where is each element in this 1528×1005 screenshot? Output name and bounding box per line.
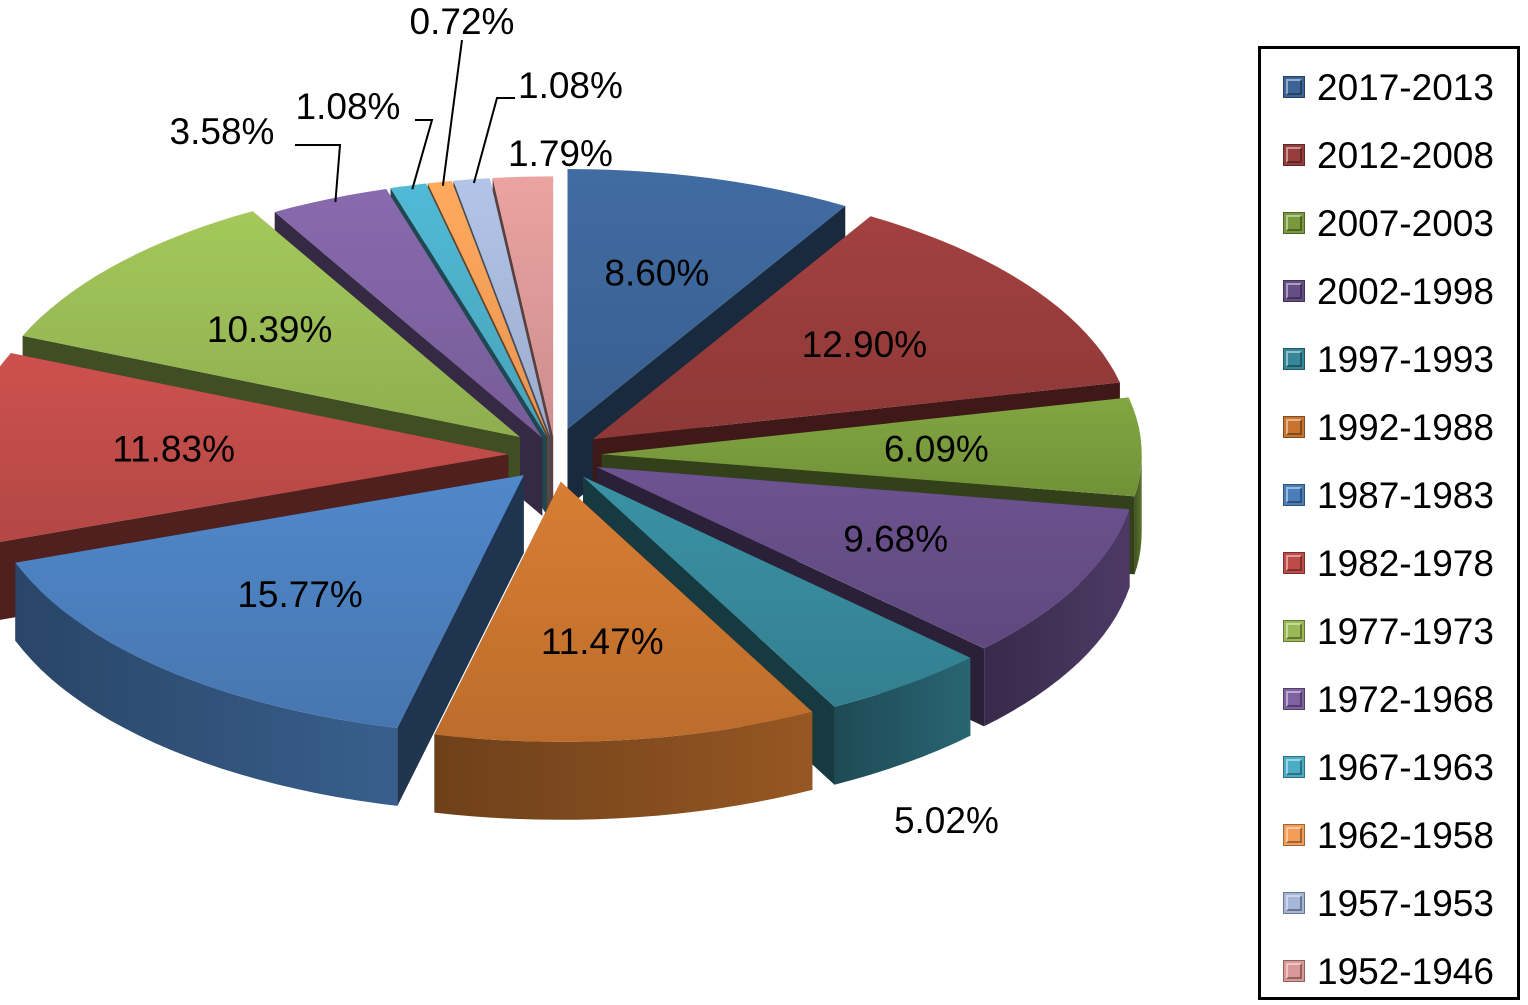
data-label-2012-2008: 12.90% bbox=[802, 324, 928, 365]
leader-line bbox=[472, 97, 515, 184]
data-label-text: 8.60% bbox=[604, 253, 709, 294]
data-label-1987-1983: 15.77% bbox=[237, 574, 363, 615]
legend-swatch bbox=[1283, 892, 1305, 914]
legend-swatch bbox=[1283, 620, 1305, 642]
pie-slice-top bbox=[434, 481, 813, 742]
legend-swatch bbox=[1283, 280, 1305, 302]
pie-slice-1992-1988 bbox=[434, 481, 813, 820]
pie-slice-top bbox=[592, 216, 1120, 440]
pie-slice-top bbox=[15, 475, 524, 728]
pie-slice-edge bbox=[15, 562, 398, 806]
legend-item: 1972-1968 bbox=[1283, 665, 1517, 733]
pie-slice-top bbox=[582, 476, 971, 707]
data-label-text: 12.90% bbox=[802, 324, 928, 365]
pie-slice-top bbox=[274, 189, 543, 438]
legend-swatch bbox=[1283, 688, 1305, 710]
legend-swatch bbox=[1283, 416, 1305, 438]
leader-line bbox=[411, 119, 434, 190]
legend-label: 1982-1978 bbox=[1317, 542, 1494, 584]
pie-chart-svg: 8.60% 12.90% 6.09% 9.68% 5.02% 11.47% 15.77% 11… bbox=[0, 1, 1142, 841]
legend-item: 1992-1988 bbox=[1283, 393, 1517, 461]
pie-slice-edge bbox=[434, 711, 813, 820]
data-label-1952-1946: 1.79% bbox=[508, 133, 613, 174]
legend-swatch bbox=[1283, 960, 1305, 982]
legend-label: 1997-1993 bbox=[1317, 338, 1494, 380]
data-label-1962-1958: 0.72% bbox=[410, 1, 515, 186]
data-label-2007-2003: 6.09% bbox=[884, 429, 989, 470]
legend-swatch bbox=[1283, 552, 1305, 574]
legend-swatch bbox=[1283, 144, 1305, 166]
data-label-1967-1963: 1.08% bbox=[296, 86, 434, 190]
data-label-text: 9.68% bbox=[843, 519, 948, 560]
pie-chart: 8.60% 12.90% 6.09% 9.68% 5.02% 11.47% 15.77% 11… bbox=[0, 1, 1142, 841]
legend-item: 1967-1963 bbox=[1283, 733, 1517, 801]
data-label-text: 1.79% bbox=[508, 133, 613, 174]
data-label-2017-2013: 8.60% bbox=[604, 253, 709, 294]
data-label-text: 11.47% bbox=[541, 621, 664, 662]
legend-item: 2017-2013 bbox=[1283, 53, 1517, 121]
data-label-1992-1988: 11.47% bbox=[541, 621, 664, 662]
legend: 2017-2013 2012-2008 2007-2003 2002-1998 1997… bbox=[1258, 46, 1520, 1000]
legend-swatch bbox=[1283, 76, 1305, 98]
legend-item: 1987-1983 bbox=[1283, 461, 1517, 529]
pie-slice-1987-1983 bbox=[15, 475, 524, 806]
legend-item: 1997-1993 bbox=[1283, 325, 1517, 393]
legend-swatch bbox=[1283, 212, 1305, 234]
legend-item: 1962-1958 bbox=[1283, 801, 1517, 869]
data-label-1977-1973: 10.39% bbox=[207, 309, 333, 350]
data-label-1997-1993: 5.02% bbox=[894, 800, 999, 841]
pie-slice-edge bbox=[1134, 454, 1142, 575]
leader-line bbox=[441, 39, 463, 186]
legend-label: 1957-1953 bbox=[1317, 882, 1494, 924]
legend-item: 1977-1973 bbox=[1283, 597, 1517, 665]
legend-item: 1982-1978 bbox=[1283, 529, 1517, 597]
data-label-text: 15.77% bbox=[237, 574, 363, 615]
legend-swatch bbox=[1283, 348, 1305, 370]
data-label-text: 1.08% bbox=[296, 86, 401, 127]
data-label-text: 6.09% bbox=[884, 429, 989, 470]
data-label-2002-1998: 9.68% bbox=[843, 519, 948, 560]
data-label-1982-1978: 11.83% bbox=[112, 429, 235, 470]
legend-item: 1952-1946 bbox=[1283, 937, 1517, 1005]
legend-item: 2007-2003 bbox=[1283, 189, 1517, 257]
pie-slice-top bbox=[390, 183, 547, 437]
legend-swatch bbox=[1283, 824, 1305, 846]
legend-swatch bbox=[1283, 484, 1305, 506]
data-label-1972-1968: 3.58% bbox=[170, 111, 342, 203]
data-label-text: 11.83% bbox=[112, 429, 235, 470]
pie-slice-top bbox=[22, 211, 521, 438]
leader-line bbox=[295, 144, 342, 203]
legend-label: 1962-1958 bbox=[1317, 814, 1494, 856]
pie-slice-edge bbox=[834, 657, 971, 785]
data-label-1957-1953: 1.08% bbox=[472, 65, 623, 184]
pie-slice-top bbox=[567, 169, 846, 429]
data-label-text: 0.72% bbox=[410, 1, 515, 42]
pie-slice-top bbox=[453, 178, 551, 437]
legend-label: 2007-2003 bbox=[1317, 202, 1494, 244]
pie-slice-top bbox=[0, 353, 509, 542]
legend-label: 1977-1973 bbox=[1317, 610, 1494, 652]
pie-slice-top bbox=[492, 176, 554, 437]
pie-slice-top bbox=[601, 397, 1142, 497]
data-label-text: 3.58% bbox=[170, 111, 275, 152]
pie-slice-edge bbox=[984, 509, 1130, 727]
legend-label: 1952-1946 bbox=[1317, 950, 1494, 992]
data-label-text: 10.39% bbox=[207, 309, 333, 350]
legend-item: 2002-1998 bbox=[1283, 257, 1517, 325]
pie-slice-top bbox=[596, 467, 1130, 649]
data-label-text: 5.02% bbox=[894, 800, 999, 841]
legend-label: 1967-1963 bbox=[1317, 746, 1494, 788]
legend-label: 2017-2013 bbox=[1317, 66, 1494, 108]
data-label-text: 1.08% bbox=[518, 65, 623, 106]
legend-label: 2012-2008 bbox=[1317, 134, 1494, 176]
legend-swatch bbox=[1283, 756, 1305, 778]
legend-item: 1957-1953 bbox=[1283, 869, 1517, 937]
pie-slice-top bbox=[427, 180, 549, 437]
legend-label: 1972-1968 bbox=[1317, 678, 1494, 720]
legend-label: 1987-1983 bbox=[1317, 474, 1494, 516]
legend-label: 2002-1998 bbox=[1317, 270, 1494, 312]
legend-item: 2012-2008 bbox=[1283, 121, 1517, 189]
legend-label: 1992-1988 bbox=[1317, 406, 1494, 448]
